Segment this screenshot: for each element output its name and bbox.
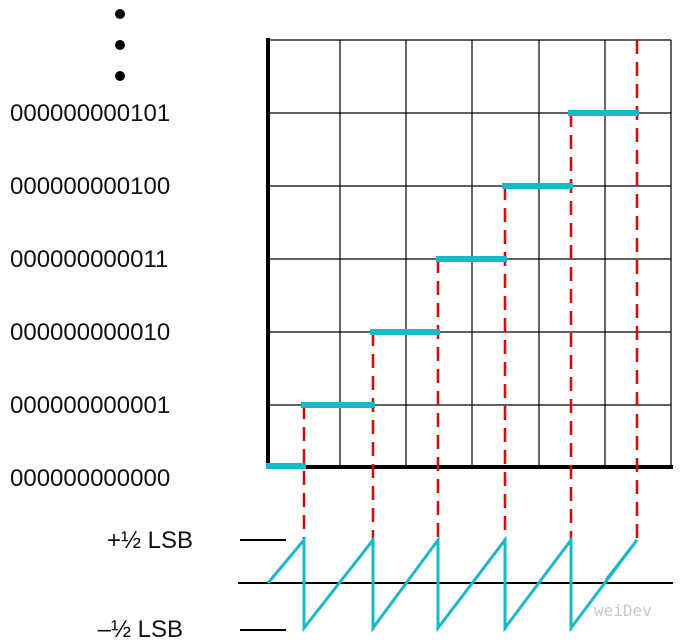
dot [115, 40, 125, 50]
code-label: 000000000010 [10, 319, 170, 346]
code-label: 000000000100 [10, 173, 170, 200]
code-labels: 000000000101 000000000100 000000000011 0… [10, 100, 170, 492]
code-label: 000000000011 [10, 246, 168, 273]
axes [266, 38, 673, 469]
error-sawtooth [266, 535, 639, 633]
continuation-dots [115, 9, 125, 81]
transition-lines [302, 40, 639, 630]
code-label: 000000000101 [10, 100, 170, 127]
error-plot: +½ LSB –½ LSB [98, 527, 673, 643]
plus-half-lsb-label: +½ LSB [107, 527, 193, 554]
watermark: weiDev [594, 601, 652, 620]
minus-half-lsb-label: –½ LSB [98, 616, 183, 643]
dot [115, 71, 125, 81]
dot [115, 9, 125, 19]
quantizer-steps [266, 110, 639, 469]
code-label: 000000000000 [10, 465, 170, 492]
code-label: 000000000001 [10, 392, 170, 419]
